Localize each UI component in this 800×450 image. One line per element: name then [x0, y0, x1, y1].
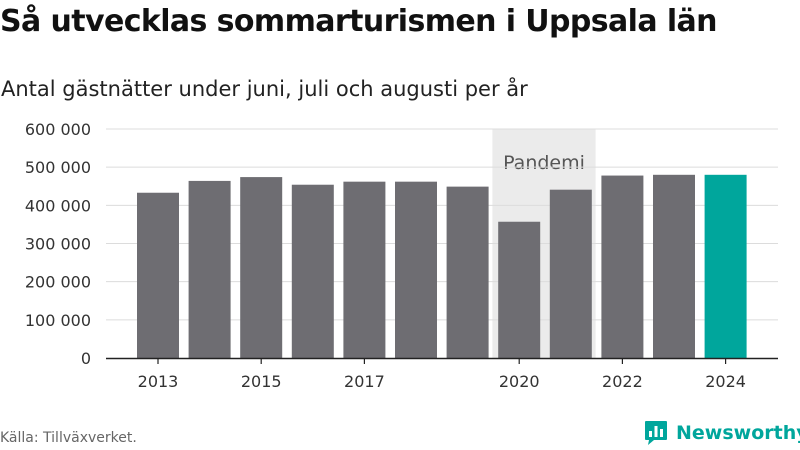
chart-subtitle: Antal gästnätter under juni, juli och au… [1, 77, 528, 101]
bar-2023 [653, 174, 695, 358]
y-tick-label: 300 000 [25, 235, 91, 254]
bars [137, 174, 747, 358]
source-note: Källa: Tillväxverket. [0, 430, 137, 446]
bar-2019 [446, 186, 489, 358]
bar-2022 [601, 175, 644, 358]
bar-2021 [549, 189, 592, 358]
y-tick-label: 400 000 [25, 196, 91, 215]
bar-2024 [704, 174, 747, 358]
bar-2017 [343, 181, 386, 358]
brand-name: Newsworthy [676, 422, 800, 444]
bar-2013 [137, 192, 179, 358]
chart-title: Så utvecklas sommarturismen i Uppsala lä… [0, 4, 718, 39]
x-tick-label: 2024 [705, 372, 746, 391]
axes: 0 100 000 200 000 300 000 400 000 500 000 600 … [25, 120, 778, 391]
bar-2020 [498, 221, 541, 358]
newsworthy-logo-icon [645, 421, 667, 445]
x-tick-label: 2013 [138, 372, 179, 391]
bar-2018 [395, 181, 437, 358]
pandemic-band-label: Pandemi [503, 152, 585, 174]
x-tick-label: 2022 [602, 372, 643, 391]
bar-2015 [240, 177, 283, 358]
bar-2014 [188, 180, 231, 358]
x-tick-label: 2017 [344, 372, 385, 391]
x-tick-label: 2020 [499, 372, 540, 391]
y-tick-label: 200 000 [25, 273, 91, 292]
x-tick-label: 2015 [241, 372, 282, 391]
y-tick-label: 600 000 [25, 120, 91, 139]
brand: Newsworthy [644, 420, 800, 446]
bar-2016 [291, 184, 334, 358]
y-tick-label: 0 [81, 349, 91, 368]
y-tick-label: 100 000 [25, 311, 91, 330]
bar-chart: Pandemi 0 100 000 200 000 300 000 400 000 500… [25, 120, 778, 391]
y-tick-label: 500 000 [25, 158, 91, 177]
